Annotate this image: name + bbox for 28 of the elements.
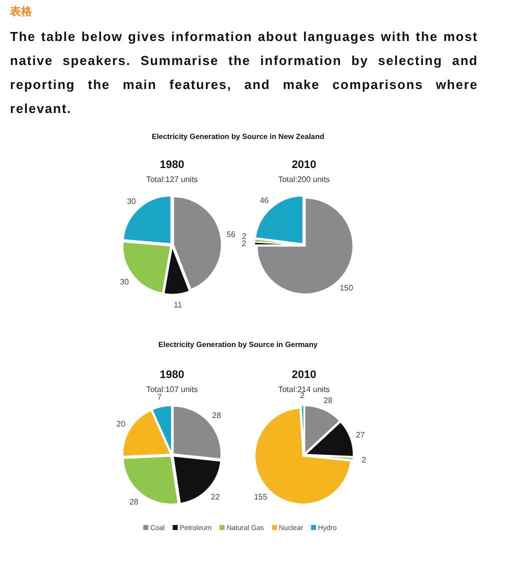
chart-subtitle: Total:214 units: [278, 385, 330, 394]
chart-title: 2010: [292, 369, 316, 381]
data-label: 2: [242, 232, 248, 242]
data-label: 30: [126, 196, 136, 206]
data-label: 150: [340, 283, 354, 292]
data-label: 56: [226, 230, 236, 239]
data-label: 2: [242, 239, 247, 248]
chart-subtitle: Total:107 units: [146, 385, 198, 394]
chart-subtitle: Total:127 units: [146, 175, 198, 184]
data-label: 11: [174, 300, 183, 310]
data-label: 2: [362, 455, 367, 464]
chart-title: 1980: [160, 159, 184, 171]
data-label: 28: [129, 497, 139, 506]
text: The table below gives information about languages with the most native speakers. Summarise the information by selecting and reporting the main features, and make comparisons where relevant.: [10, 28, 478, 118]
data-label: 28: [212, 410, 222, 420]
chart-subtitle: Total:200 units: [278, 175, 330, 184]
text: 表格: [10, 4, 33, 19]
data-label: 30: [120, 278, 130, 287]
data-label: 28: [324, 396, 333, 405]
data-label: 155: [254, 492, 268, 502]
chart-title: 1980: [160, 369, 184, 381]
chart-title: 2010: [292, 159, 316, 171]
data-label: 20: [116, 419, 126, 428]
data-label: 22: [210, 492, 220, 502]
data-label: 46: [260, 196, 270, 205]
data-label: 2: [300, 391, 306, 400]
data-label: 27: [356, 430, 366, 440]
data-label: 7: [157, 392, 162, 402]
